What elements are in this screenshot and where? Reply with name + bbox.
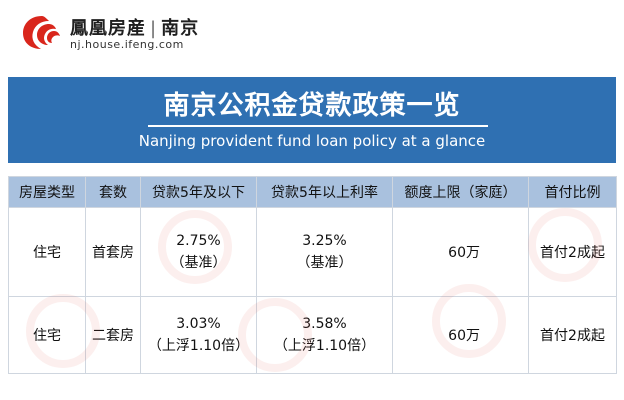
rate-short-note: （上浮1.10倍） (147, 338, 250, 354)
cell-count: 二套房 (85, 296, 141, 374)
rate-short-value: 3.03% (176, 316, 221, 332)
table-row: 住宅 首套房 2.75% （基准） 3.25% （基准） 60万 首付2成起 (8, 207, 617, 297)
column-header-count: 套数 (85, 176, 141, 208)
logo-text: 鳳凰房産 | 南京 (70, 14, 199, 40)
title-banner: 南京公积金贷款政策一览 Nanjing provident fund loan … (8, 77, 616, 163)
phoenix-logo-icon (23, 16, 60, 49)
cell-rate-short: 3.03% （上浮1.10倍） (140, 296, 257, 374)
column-header-limit: 额度上限（家庭） (392, 176, 529, 208)
cell-rate-long: 3.25% （基准） (256, 207, 393, 297)
cell-rate-short: 2.75% （基准） (140, 207, 257, 297)
logo-brand: 鳳凰房産 (70, 18, 146, 39)
cell-down-payment: 首付2成起 (528, 296, 617, 374)
page-subtitle: Nanjing provident fund loan policy at a … (138, 132, 486, 150)
cell-house-type: 住宅 (8, 296, 86, 374)
rate-long-note: （基准） (296, 255, 353, 271)
logo-city: 南京 (161, 18, 200, 39)
column-header-house-type: 房屋类型 (8, 176, 86, 208)
rate-short-value: 2.75% (176, 233, 221, 249)
cell-limit: 60万 (392, 207, 529, 297)
cell-limit: 60万 (392, 296, 529, 374)
cell-rate-long: 3.58% （上浮1.10倍） (256, 296, 393, 374)
cell-down-payment: 首付2成起 (528, 207, 617, 297)
column-header-rate-short: 贷款5年及以下 (140, 176, 257, 208)
cell-house-type: 住宅 (8, 207, 86, 297)
table-row: 住宅 二套房 3.03% （上浮1.10倍） 3.58% （上浮1.10倍） 6… (8, 296, 617, 374)
title-divider (148, 125, 488, 127)
policy-table: 房屋类型 套数 贷款5年及以下 贷款5年以上利率 额度上限（家庭） 首付比例 住… (8, 176, 617, 374)
rate-long-value: 3.25% (302, 233, 347, 249)
page-title: 南京公积金贷款政策一览 (163, 91, 461, 121)
cell-count: 首套房 (85, 207, 141, 297)
ifeng-house-logo[interactable]: 鳳凰房産 | 南京 nj.house.ifeng.com (20, 10, 280, 54)
logo-separator: | (150, 18, 158, 39)
column-header-down-payment: 首付比例 (528, 176, 617, 208)
rate-short-note: （基准） (170, 255, 227, 271)
logo-url: nj.house.ifeng.com (70, 38, 184, 51)
rate-long-value: 3.58% (302, 316, 347, 332)
column-header-rate-long: 贷款5年以上利率 (256, 176, 393, 208)
table-header-row: 房屋类型 套数 贷款5年及以下 贷款5年以上利率 额度上限（家庭） 首付比例 (8, 176, 617, 208)
rate-long-note: （上浮1.10倍） (273, 338, 376, 354)
